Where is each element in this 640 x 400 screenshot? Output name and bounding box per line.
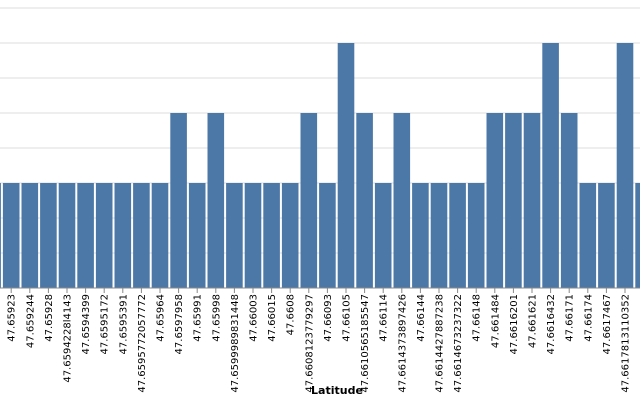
x-tick-label: 47.66148	[472, 294, 483, 342]
bar	[579, 183, 597, 288]
x-tick-label: 47.6610565185547	[360, 294, 371, 393]
x-tick-label: 47.6614373897426	[397, 294, 408, 393]
x-tick-label: 47.6595172	[100, 294, 111, 354]
bar	[170, 113, 187, 288]
bar	[300, 113, 318, 288]
x-tick-label: 47.6617467	[602, 294, 613, 354]
bar	[467, 183, 485, 288]
bar	[486, 113, 504, 288]
bars	[0, 43, 640, 288]
bar	[319, 183, 336, 288]
bar	[40, 183, 57, 288]
bar	[77, 183, 94, 288]
x-tick-label: 47.661484	[490, 294, 501, 348]
x-tick-label: 47.6614427887238	[435, 294, 446, 393]
x-tick-label: 47.65923	[7, 294, 18, 342]
bar	[337, 43, 355, 288]
x-tick-label: 47.6616432	[546, 294, 557, 354]
x-tick-label: 47.66114	[379, 294, 390, 342]
x-tick-label: 47.6608	[286, 294, 297, 335]
bar	[188, 183, 206, 288]
x-tick-label: 47.65928	[44, 294, 55, 342]
x-tick-label: 47.6597958	[174, 294, 185, 354]
x-tick-label: 47.6595391	[118, 294, 129, 354]
x-tick-label: 47.66144	[416, 294, 427, 342]
bar	[58, 183, 76, 288]
x-tick-label: 47.66015	[267, 294, 278, 342]
bar	[281, 183, 299, 288]
bar	[449, 183, 466, 288]
bar	[616, 43, 634, 288]
bar	[412, 183, 429, 288]
bar	[523, 113, 541, 288]
x-tick-label: 47.661621	[528, 294, 539, 348]
x-tick-label: 47.66093	[323, 294, 334, 342]
x-tick-label: 47.6595772057772	[137, 294, 148, 393]
x-tick-label: 47.6594399	[81, 294, 92, 354]
bar	[542, 43, 559, 288]
x-tick-label: 47.65991	[193, 294, 204, 342]
bar	[2, 183, 20, 288]
bar	[393, 113, 411, 288]
bar	[0, 183, 1, 288]
bar	[263, 183, 280, 288]
bar	[635, 183, 640, 288]
x-tick-labels: 47.65923 47.659244 47.65928 47.6594228l4143…	[7, 288, 632, 393]
bar	[244, 183, 262, 288]
bar	[560, 113, 578, 288]
x-tick-label: 47.66003	[249, 294, 260, 342]
bar	[374, 183, 392, 288]
x-tick-label: 47.65998	[211, 294, 222, 342]
bar	[356, 113, 373, 288]
bar	[151, 183, 169, 288]
x-tick-label: 47.66171	[565, 294, 576, 342]
bar	[226, 183, 243, 288]
x-tick-label: 47.65964	[156, 294, 167, 342]
bar	[133, 183, 150, 288]
bar	[207, 113, 225, 288]
x-tick-label: 47.66105	[342, 294, 353, 342]
x-axis-title: Latitude	[311, 384, 363, 397]
x-tick-label: 47.6594228l4143	[63, 294, 74, 383]
bar	[95, 183, 113, 288]
bar	[21, 183, 39, 288]
x-tick-label: 47.6616201	[509, 294, 520, 354]
x-tick-label: 47.66174	[583, 294, 594, 342]
x-tick-label: 47.6614673237322	[453, 294, 464, 393]
x-tick-label: 47.6599989831448	[230, 294, 241, 393]
x-tick-label: 47.659244	[25, 294, 36, 348]
bar	[598, 183, 615, 288]
bar	[430, 183, 448, 288]
x-tick-label: 47.6617813110352	[621, 294, 632, 393]
x-tick-label: 47.6608123779297	[304, 294, 315, 393]
bar	[505, 113, 522, 288]
bar	[114, 183, 132, 288]
